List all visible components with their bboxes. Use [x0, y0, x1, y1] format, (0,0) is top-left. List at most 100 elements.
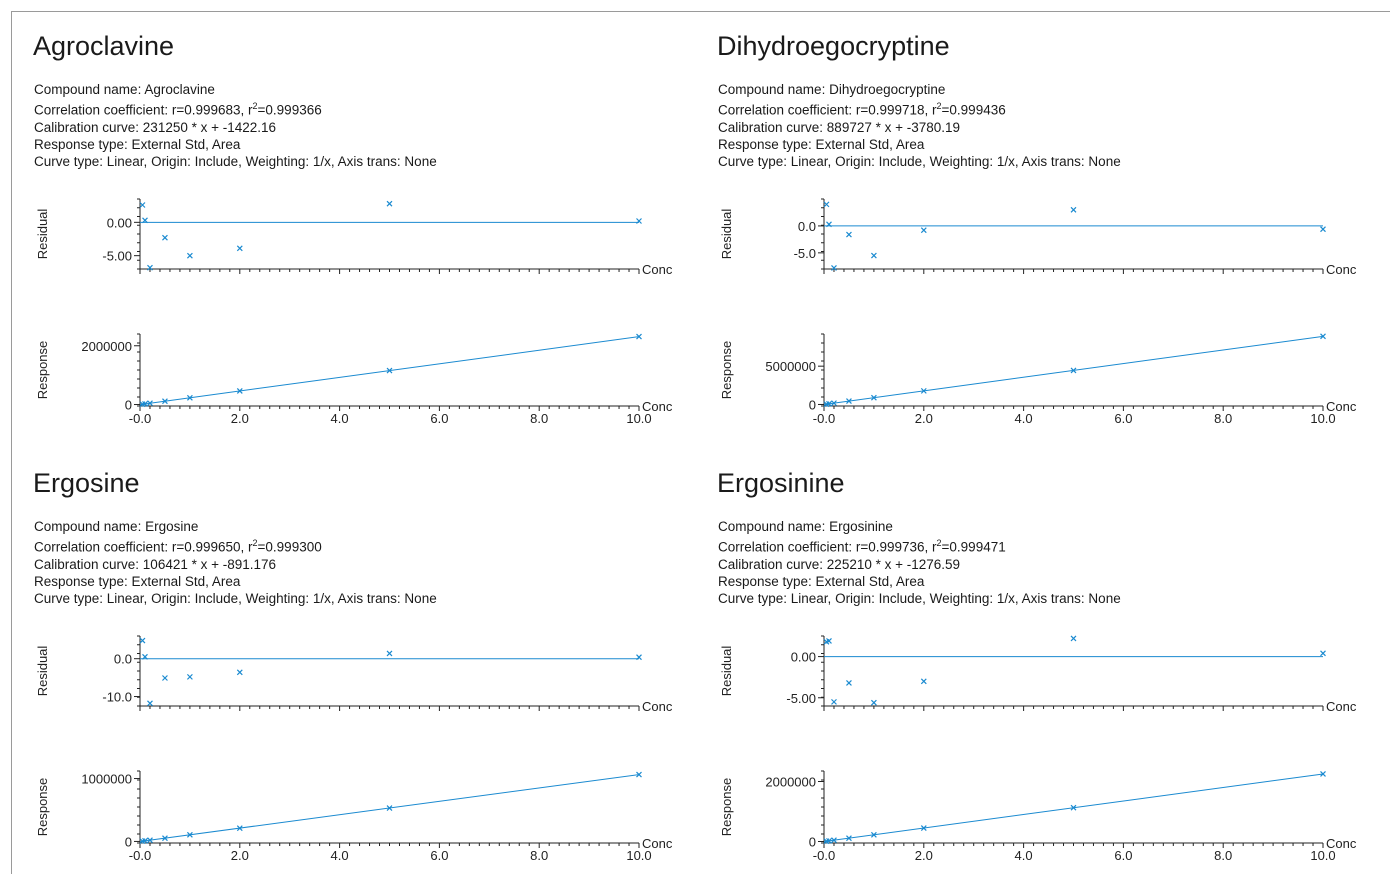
x-tick-label: 10.0 [626, 411, 651, 426]
plots-svg: 0.0 -5.0 Residual Conc 0 5000000 Response Conc -… [719, 198, 1357, 426]
data-point [139, 637, 146, 644]
data-point [826, 221, 832, 228]
y-axis-title: Response [35, 778, 50, 837]
data-point [147, 264, 153, 271]
response-plot: 0 2000000 Response Conc -0.0 2.0 4.0 6.0 8.0 10.0 [35, 333, 673, 426]
x-axis-title: Conc [1326, 399, 1357, 414]
calibration-panel-ergosinine: Ergosinine Compound name: Ergosinine Cor… [695, 448, 1390, 885]
curve-type-line: Curve type: Linear, Origin: Include, Wei… [718, 590, 1121, 606]
x-tick-label: 4.0 [331, 848, 349, 863]
data-point [1070, 635, 1077, 642]
curve-type-line: Curve type: Linear, Origin: Include, Wei… [718, 153, 1121, 169]
x-tick-label: 2.0 [915, 411, 933, 426]
data-point [386, 367, 393, 374]
data-point [139, 202, 146, 208]
x-tick-label: 6.0 [430, 848, 448, 863]
r-squared-text: =0.999300 [257, 539, 322, 555]
x-axis-title: Conc [642, 399, 673, 414]
data-point [846, 398, 852, 405]
x-tick-label: -0.0 [129, 848, 151, 863]
data-point [162, 675, 168, 681]
data-point [186, 673, 193, 680]
plots-svg: 0.0 -10.0 Residual Conc 0 1000000 Response Conc… [35, 635, 673, 863]
data-point [1070, 804, 1077, 811]
compound-name-line: Compound name: Ergosinine [718, 519, 893, 534]
data-point [1070, 206, 1077, 213]
data-point [1070, 367, 1077, 374]
y-tick-label: 5000000 [765, 359, 816, 374]
data-point [162, 835, 168, 842]
compound-name-line: Compound name: Dihydroegocryptine [718, 82, 946, 97]
data-point [186, 394, 193, 401]
data-point [826, 837, 832, 844]
data-point [846, 231, 852, 238]
data-point [1320, 333, 1326, 340]
x-axis-title: Conc [1326, 699, 1357, 714]
y-axis-title: Residual [719, 646, 734, 697]
x-tick-label: 4.0 [331, 411, 349, 426]
data-point [147, 700, 153, 707]
data-point [870, 699, 877, 706]
x-tick-label: 10.0 [626, 848, 651, 863]
response-type-line: Response type: External Std, Area [718, 136, 925, 152]
calibration-line: Calibration curve: 225210 * x + -1276.59 [718, 556, 961, 572]
x-axis-title: Conc [642, 699, 673, 714]
data-point [1320, 771, 1326, 777]
plots-svg: 0.00 -5.00 Residual Conc 0 2000000 Response Con… [719, 635, 1357, 863]
y-tick-label: 0 [809, 835, 816, 850]
compound-name-line: Compound name: Agroclavine [34, 82, 215, 97]
x-axis-title: Conc [642, 262, 673, 277]
data-point [823, 201, 830, 208]
y-axis-title: Response [719, 341, 734, 400]
data-point [147, 837, 153, 844]
correlation-text: Correlation coefficient: r=0.999718, r [718, 102, 937, 118]
x-tick-label: 4.0 [1015, 411, 1033, 426]
data-point [826, 400, 832, 407]
data-point [920, 227, 927, 234]
x-tick-label: 4.0 [1015, 848, 1033, 863]
calibration-panel-ergosine: Ergosine Compound name: Ergosine Correla… [11, 448, 706, 885]
y-axis-title: Response [35, 341, 50, 400]
data-point [186, 831, 193, 838]
x-tick-label: -0.0 [813, 411, 835, 426]
y-tick-label: -10.0 [102, 690, 132, 705]
data-point [846, 680, 852, 686]
response-type-line: Response type: External Std, Area [34, 136, 241, 152]
y-axis-title: Residual [35, 209, 50, 260]
data-point [920, 678, 927, 685]
correlation-line: Correlation coefficient: r=0.999718, r2=… [718, 101, 1006, 118]
x-tick-label: 2.0 [915, 848, 933, 863]
x-tick-label: 6.0 [430, 411, 448, 426]
compound-info: Compound name: Agroclavine Correlation c… [34, 81, 437, 170]
residual-plot: 0.00 -5.00 Residual Conc [719, 635, 1357, 714]
data-point [826, 638, 832, 644]
data-point [870, 831, 877, 838]
y-tick-label: 0.00 [107, 215, 132, 230]
panel-title: Ergosine [33, 468, 140, 498]
data-point [636, 218, 642, 224]
x-tick-label: -0.0 [813, 848, 835, 863]
x-tick-label: 8.0 [1214, 411, 1232, 426]
calibration-panel-dihydroegocryptine: Dihydroegocryptine Compound name: Dihydr… [695, 11, 1390, 448]
data-point [870, 394, 877, 401]
data-point [386, 805, 393, 811]
data-point [236, 669, 243, 676]
data-point [142, 217, 148, 224]
x-axis-title: Conc [642, 836, 673, 851]
x-tick-label: 8.0 [1214, 848, 1232, 863]
y-tick-label: 0 [125, 834, 132, 849]
response-plot: 0 5000000 Response Conc -0.0 2.0 4.0 6.0 8.0 10.0 [719, 333, 1357, 426]
data-point [386, 200, 393, 207]
r-squared-text: =0.999366 [257, 102, 322, 118]
data-point [920, 387, 927, 394]
y-axis-title: Residual [719, 209, 734, 260]
correlation-line: Correlation coefficient: r=0.999736, r2=… [718, 538, 1006, 555]
panel-title: Agroclavine [33, 31, 175, 61]
y-tick-label: 0.00 [791, 650, 816, 665]
y-tick-label: 0 [125, 398, 132, 413]
x-tick-label: 8.0 [530, 411, 548, 426]
data-point [142, 400, 148, 407]
data-point [147, 400, 153, 407]
y-tick-label: -5.00 [102, 249, 132, 264]
x-tick-label: 8.0 [530, 848, 548, 863]
